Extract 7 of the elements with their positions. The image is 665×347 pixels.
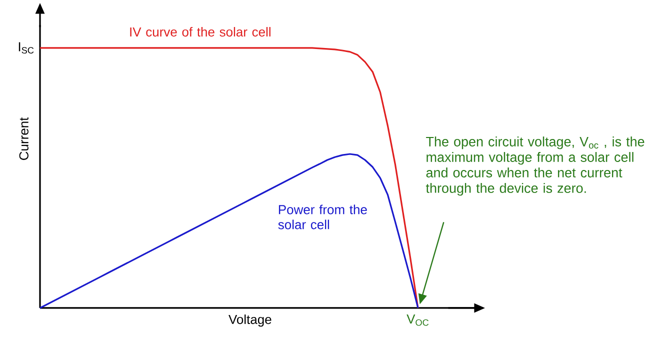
x-axis-title: Voltage — [228, 314, 272, 327]
y-axis-title: Current — [19, 117, 28, 160]
text: I$_{SC}$ — [18, 42, 34, 54]
text: V$_{OC}$ — [406, 314, 429, 326]
text: The open circuit voltage, V$_{oc}$ , is the maximum voltage from a solar cell and occurs when the net current through the device is zero. — [426, 136, 644, 196]
series-label: Power from the solar cell — [278, 204, 367, 230]
series-label: IV curve of the solar cell — [130, 27, 270, 37]
